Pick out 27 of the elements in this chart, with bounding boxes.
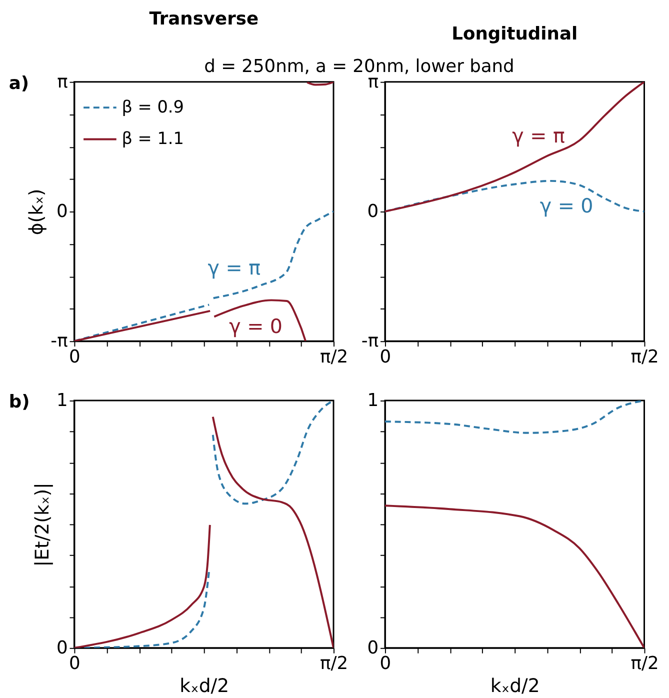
annotation: γ = π [512, 124, 565, 148]
annotation: γ = 0 [229, 315, 283, 338]
y-tick-label: π [57, 71, 68, 92]
text: a) [8, 72, 30, 94]
y-tick-label: 0 [367, 637, 379, 658]
y-tick-label: -π [361, 330, 379, 352]
x-tick-label: π/2 [320, 653, 348, 674]
legend-label: β = 0.9 [122, 96, 184, 117]
y-tick-label: 0 [56, 200, 68, 222]
legend-label: β = 1.1 [122, 128, 184, 148]
annotation: γ = π [208, 256, 261, 280]
y-tick-label: -π [50, 330, 68, 352]
x-axis-title: kₓd/2 [490, 676, 540, 697]
x-tick-label: π/2 [630, 653, 659, 674]
y-axis-title: |Et/2(kₓ)| [32, 482, 54, 567]
x-axis-title: kₓd/2 [180, 676, 230, 697]
x-tick-label: π/2 [320, 346, 348, 368]
chart-title: Longitudinal [452, 23, 578, 44]
x-tick-label: π/2 [630, 346, 659, 368]
y-tick-label: 0 [56, 637, 68, 658]
y-tick-label: 1 [367, 390, 379, 411]
annotation: γ = 0 [540, 194, 594, 218]
text: b) [8, 391, 30, 412]
y-axis-title: ϕ(kₓ) [26, 188, 48, 236]
y-tick-label: 1 [56, 390, 68, 411]
y-tick-label: 0 [367, 200, 379, 222]
chart-title: Transverse [149, 8, 259, 30]
